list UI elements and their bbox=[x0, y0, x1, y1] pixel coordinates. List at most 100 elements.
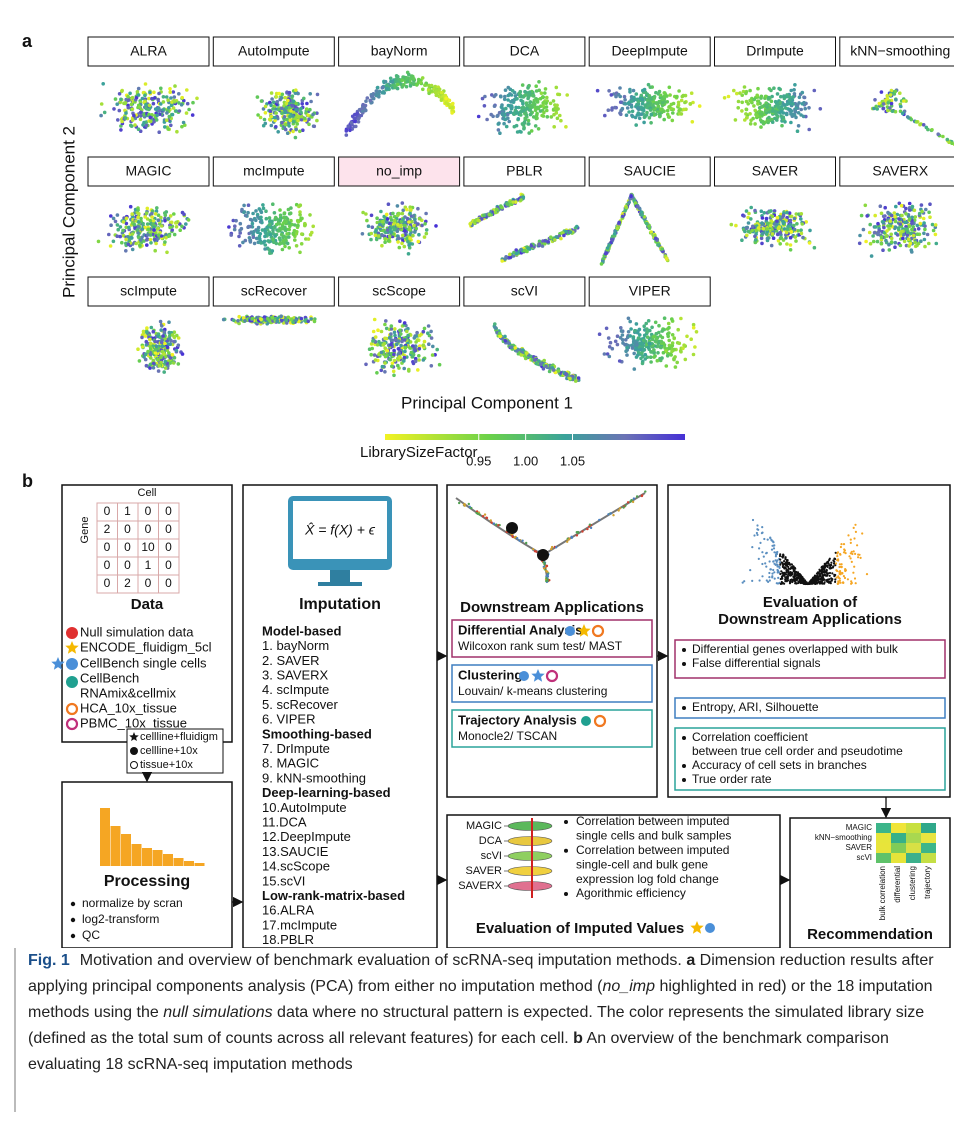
pca-point bbox=[172, 340, 176, 344]
pca-point bbox=[132, 114, 136, 118]
pca-point bbox=[377, 340, 381, 344]
pca-point bbox=[100, 102, 104, 106]
pca-point bbox=[671, 341, 675, 345]
pca-point bbox=[181, 352, 185, 356]
pca-point bbox=[391, 212, 395, 216]
pca-point bbox=[405, 330, 409, 334]
pca-point bbox=[520, 353, 524, 357]
pca-point bbox=[246, 211, 250, 215]
pca-point bbox=[260, 99, 264, 103]
pca-point bbox=[509, 100, 513, 104]
pca-point bbox=[154, 212, 158, 216]
pca-point bbox=[645, 92, 649, 96]
pca-point bbox=[288, 224, 292, 228]
pca-point bbox=[182, 213, 186, 217]
pca-point bbox=[263, 118, 267, 122]
application-method: Louvain/ k-means clustering bbox=[458, 684, 607, 698]
pca-point bbox=[265, 217, 269, 221]
pca-point bbox=[627, 110, 631, 114]
pca-point bbox=[532, 94, 536, 98]
pca-point bbox=[659, 346, 663, 350]
pca-point bbox=[380, 233, 384, 237]
pca-point bbox=[172, 99, 176, 103]
trajectory-cell bbox=[490, 519, 492, 521]
pca-point bbox=[765, 217, 769, 221]
pca-point bbox=[494, 211, 498, 215]
pca-point bbox=[792, 224, 796, 228]
pca-point bbox=[753, 122, 757, 126]
pca-point bbox=[671, 119, 675, 123]
method-name: mcImpute bbox=[243, 163, 305, 179]
pca-point bbox=[187, 108, 191, 112]
pca-point bbox=[403, 356, 407, 360]
pca-point bbox=[528, 108, 532, 112]
pca-point bbox=[530, 244, 534, 248]
pca-point bbox=[126, 95, 130, 99]
pca-point bbox=[289, 211, 293, 215]
pca-point bbox=[522, 126, 526, 130]
pca-point bbox=[278, 98, 282, 102]
pca-point bbox=[870, 254, 874, 258]
pca-point bbox=[544, 87, 548, 91]
pca-point bbox=[536, 100, 540, 104]
pca-point bbox=[681, 95, 685, 99]
pca-point bbox=[497, 128, 501, 132]
pca-point bbox=[309, 317, 313, 321]
pca-point bbox=[671, 111, 675, 115]
pca-point bbox=[777, 106, 781, 110]
pca-point bbox=[371, 339, 375, 343]
pca-point bbox=[418, 217, 422, 221]
pca-point bbox=[399, 344, 403, 348]
pca-point bbox=[124, 111, 128, 115]
pca-point bbox=[412, 224, 416, 228]
pca-point bbox=[762, 227, 766, 231]
pca-point bbox=[766, 237, 770, 241]
pca-point bbox=[275, 95, 279, 99]
star-icon bbox=[531, 669, 544, 682]
pca-point bbox=[175, 109, 179, 113]
pca-point bbox=[259, 216, 263, 220]
pca-point bbox=[157, 218, 161, 222]
pca-point bbox=[641, 362, 645, 366]
matrix-value: 0 bbox=[104, 576, 111, 590]
pca-point bbox=[644, 340, 648, 344]
pca-point bbox=[260, 211, 264, 215]
matrix-value: 0 bbox=[165, 558, 172, 572]
pca-point bbox=[136, 90, 140, 94]
pca-point bbox=[411, 234, 415, 238]
pca-point bbox=[802, 101, 806, 105]
matrix-value: 0 bbox=[165, 522, 172, 536]
trajectory-cell bbox=[598, 519, 600, 521]
pca-point bbox=[417, 78, 421, 82]
pca-point bbox=[663, 316, 667, 320]
pca-point bbox=[500, 106, 504, 110]
pca-point bbox=[652, 96, 656, 100]
pca-point bbox=[426, 331, 430, 335]
pca-point bbox=[175, 225, 179, 229]
pca-point bbox=[264, 232, 268, 236]
trajectory-cell bbox=[458, 502, 460, 504]
method-item: 3. SAVERX bbox=[262, 668, 329, 683]
pca-point bbox=[401, 212, 405, 216]
pca-point bbox=[315, 119, 319, 123]
pca-point bbox=[504, 118, 508, 122]
gene-label: Gene bbox=[79, 517, 91, 544]
pca-point bbox=[237, 235, 241, 239]
trajectory-cell bbox=[469, 506, 471, 508]
pca-point bbox=[118, 109, 122, 113]
pca-point bbox=[271, 237, 275, 241]
pca-point bbox=[515, 124, 519, 128]
pca-point bbox=[299, 203, 303, 207]
pca-point bbox=[515, 111, 519, 115]
pca-point bbox=[519, 90, 523, 94]
pca-point bbox=[799, 108, 803, 112]
pca-point bbox=[649, 108, 653, 112]
pca-point bbox=[909, 232, 913, 236]
pca-point bbox=[406, 334, 410, 338]
pca-point bbox=[115, 234, 119, 238]
pca-point bbox=[305, 107, 309, 111]
pca-point bbox=[886, 109, 890, 113]
pca-point bbox=[869, 242, 873, 246]
pca-point bbox=[946, 138, 950, 142]
pca-point bbox=[800, 212, 804, 216]
